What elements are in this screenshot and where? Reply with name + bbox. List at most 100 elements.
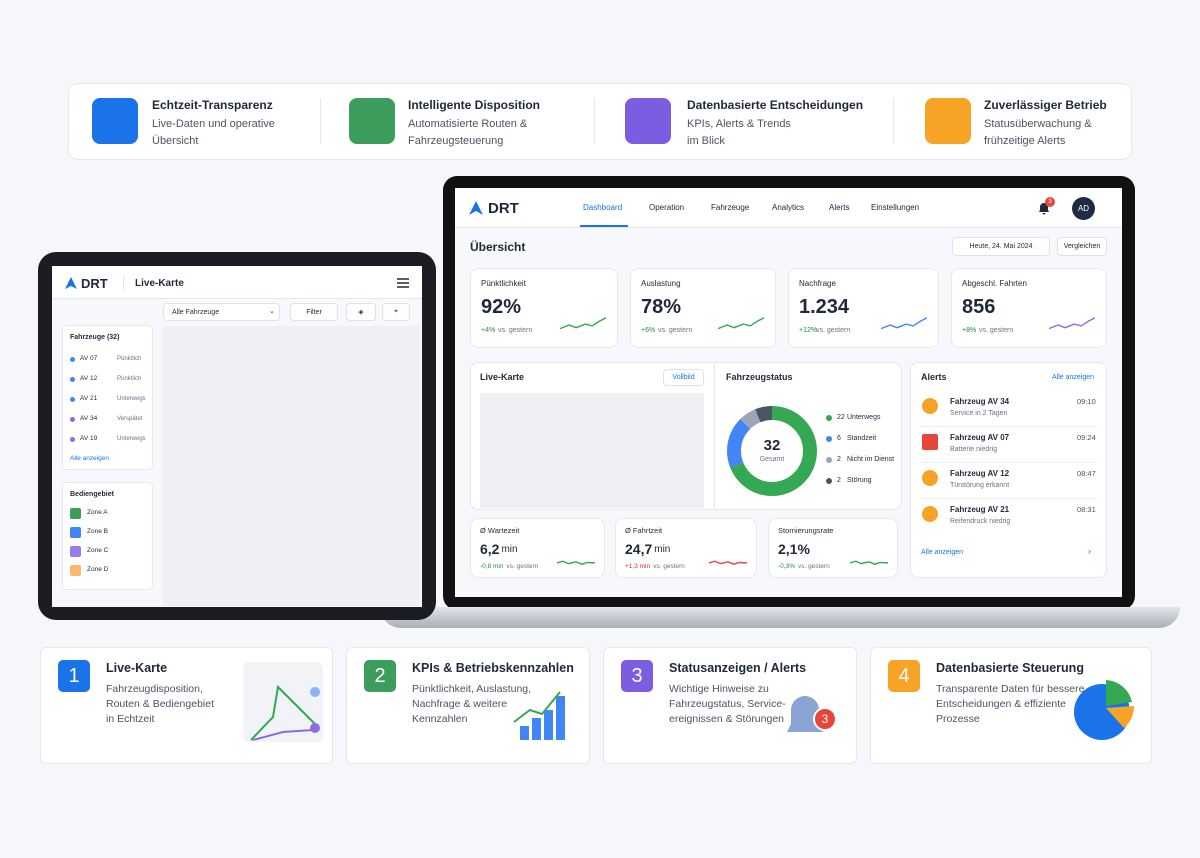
alert-icon [922, 398, 938, 414]
link[interactable]: Alle anzeigen [1052, 374, 1095, 381]
link[interactable]: Alle anzeigen [921, 549, 964, 556]
heading: Übersicht [470, 240, 526, 254]
sparkline-path [718, 317, 764, 330]
divider [921, 498, 1097, 499]
kpi-card [470, 268, 618, 348]
vehicle-id[interactable]: AV 19 [80, 435, 98, 442]
avatar[interactable]: AD [1072, 197, 1095, 220]
compare-button[interactable]: Vergleichen [1057, 237, 1107, 256]
vehicle-id[interactable]: AV 12 [80, 375, 98, 382]
zone-swatch [70, 527, 81, 538]
vehicle-select[interactable]: Alle Fahrzeuge [163, 303, 280, 321]
nav-underline [580, 225, 628, 227]
dropdown-arrow: ⌄ [269, 308, 275, 315]
sparkline [881, 317, 927, 330]
card-title: Alerts [921, 372, 947, 382]
map-shape [469, 201, 483, 215]
nav-item[interactable]: Einstellungen [871, 203, 920, 212]
nav-item[interactable]: Analytics [772, 203, 805, 212]
alert-sub: Türstörung erkannt [950, 482, 1010, 489]
legend-dot [826, 415, 832, 421]
donut-total-label: Gesamt [759, 456, 785, 463]
legend-count: 2 [837, 456, 841, 463]
card-number: 3 [621, 660, 653, 692]
vehicle-dot [70, 377, 75, 382]
legend-count: 2 [837, 477, 841, 484]
sparkline [1049, 317, 1095, 330]
nav-item[interactable]: Operation [649, 203, 685, 212]
donut-total: 32 [763, 437, 781, 454]
zone-swatch [70, 565, 81, 576]
nav-item[interactable]: Alerts [829, 203, 850, 212]
metric-value: 2,1% [778, 541, 810, 557]
vehicle-status: Unterwegs [117, 396, 146, 402]
divider [594, 98, 595, 144]
sparkline-path [850, 560, 888, 565]
feature-title: Intelligente Disposition [408, 98, 541, 112]
vehicle-status: Verspätet [117, 416, 143, 422]
zone-swatch [70, 546, 81, 557]
sparkline-path [1049, 317, 1095, 330]
vehicle-dot [70, 417, 75, 422]
metric-unit: min [501, 544, 518, 555]
vehicle-dot [70, 357, 75, 362]
card-title: Live-Karte [106, 661, 168, 675]
sparkline-path [881, 317, 927, 330]
map-shape [65, 277, 77, 289]
brand: DRT [488, 200, 519, 217]
metric-card [768, 518, 898, 578]
kpi-card [630, 268, 776, 348]
sparkline [560, 317, 606, 330]
vehicle-status: Pünktlich [117, 376, 142, 382]
metric-unit: min [654, 544, 671, 555]
feature-text: KPIs, Alerts & Trends [687, 118, 791, 130]
feature-text: Automatisierte Routen & [408, 118, 528, 130]
card-text: Routen & Bediengebiet [106, 698, 214, 710]
card-illustration [513, 691, 565, 740]
locate-button[interactable]: ⌖ [382, 303, 410, 321]
vehicle-id[interactable]: AV 21 [80, 395, 98, 402]
sparkline [709, 560, 747, 565]
kpi-value: 92% [481, 296, 522, 318]
menu-button[interactable] [397, 278, 409, 288]
alert-icon [922, 506, 938, 522]
card-text: Fahrzeugdisposition, [106, 683, 203, 695]
feature-title: Zuverlässiger Betrieb [984, 98, 1107, 112]
legend-label: Unterwegs [847, 414, 881, 421]
card-title: Bediengebiet [70, 491, 114, 498]
map [480, 393, 704, 508]
map-shape [480, 393, 704, 508]
card-illustration [1074, 680, 1135, 740]
feature-text: frühzeitige Alerts [984, 135, 1066, 147]
layers-button[interactable]: ◈ [346, 303, 376, 321]
tablet-title: Live-Karte [135, 278, 184, 289]
fullscreen-button[interactable]: Vollbild [663, 369, 704, 386]
filter-button[interactable]: Filter [290, 303, 338, 321]
vehicle-id[interactable]: AV 34 [80, 415, 98, 422]
kpi-suffix: vs. gestern [979, 327, 1014, 334]
date-picker[interactable]: Heute, 24. Mai 2024 [952, 237, 1050, 256]
vehicles-card [62, 325, 153, 470]
divider [123, 276, 124, 290]
feature-icon [349, 98, 395, 144]
donut-chart [727, 406, 817, 496]
link[interactable]: Alle anzeigen [70, 455, 110, 462]
vehicle-id[interactable]: AV 07 [80, 355, 98, 362]
sparkline-path [557, 560, 595, 565]
card-text: Fahrzeugstatus, Service- [669, 698, 786, 710]
chevron[interactable]: › [1088, 546, 1091, 556]
kpi-label: Nachfrage [799, 279, 836, 288]
metric-value: 6,2 [480, 541, 500, 557]
legend-count: 6 [837, 435, 841, 442]
legend-label: Nicht im Dienst [847, 456, 895, 463]
zone-swatch [70, 508, 81, 519]
shape [1106, 680, 1132, 706]
nav-item[interactable]: Dashboard [583, 203, 623, 212]
zone-label: Zone C [87, 547, 109, 554]
metric-card [470, 518, 605, 578]
metric-label: Ø Wartezeit [480, 526, 520, 535]
vehicle-dot [70, 397, 75, 402]
card-title: Fahrzeuge (32) [70, 334, 120, 341]
nav-item[interactable]: Fahrzeuge [711, 203, 750, 212]
